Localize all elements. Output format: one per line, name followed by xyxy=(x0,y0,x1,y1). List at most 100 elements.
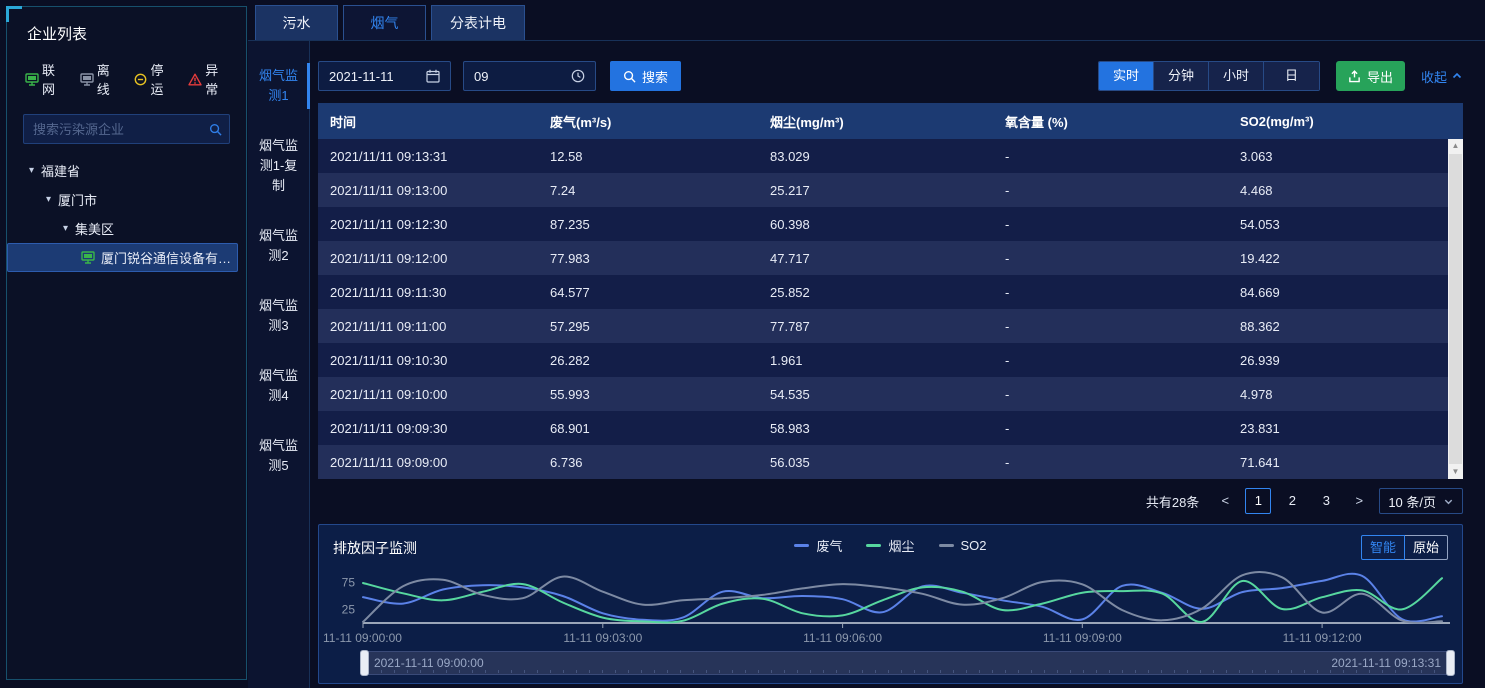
side-tab[interactable]: 烟气监测1 xyxy=(248,51,309,121)
app-window: 企业列表 联网 离线 停运 异常 ▾ 福建省 ▾ 厦门市 ▾ 集美区 厦门锐谷通… xyxy=(0,0,1485,688)
caret-down-icon[interactable]: ▾ xyxy=(29,165,34,176)
scrollbar-thumb[interactable] xyxy=(1449,154,1462,464)
caret-down-icon[interactable]: ▾ xyxy=(63,223,68,234)
pause-circle-icon xyxy=(134,73,147,86)
range-button[interactable]: 实时 xyxy=(1099,62,1154,90)
main-content: 2021-11-11 09 搜索 实时分钟小时日 导出 收起 xyxy=(318,48,1463,684)
chart-legend-item[interactable]: 废气 xyxy=(794,536,842,555)
legend-label: 废气 xyxy=(816,536,842,555)
next-page-button[interactable]: > xyxy=(1347,488,1371,514)
search-input[interactable] xyxy=(33,122,209,137)
page-number[interactable]: 2 xyxy=(1279,488,1305,514)
search-button[interactable]: 搜索 xyxy=(610,61,681,91)
table-cell: 25.217 xyxy=(758,183,993,198)
table-cell: - xyxy=(993,387,1228,402)
table-row[interactable]: 2021/11/11 09:10:0055.99354.535-4.978 xyxy=(318,377,1448,411)
range-button[interactable]: 日 xyxy=(1264,62,1319,90)
chart-header: 排放因子监测 废气 烟尘 SO2 智能原始 xyxy=(319,525,1462,559)
side-tab[interactable]: 烟气监测4 xyxy=(248,351,309,421)
time-picker[interactable]: 09 xyxy=(463,61,596,91)
page-number[interactable]: 3 xyxy=(1313,488,1339,514)
page-size-value: 10 条/页 xyxy=(1388,492,1436,511)
table-cell: 54.053 xyxy=(1228,217,1448,232)
legend-label: 烟尘 xyxy=(888,536,914,555)
date-picker[interactable]: 2021-11-11 xyxy=(318,61,451,91)
tree-node[interactable]: ▾ 集美区 xyxy=(7,214,246,243)
table-cell: 77.787 xyxy=(758,319,993,334)
tree-node[interactable]: 厦门锐谷通信设备有限... xyxy=(7,243,238,272)
table-row[interactable]: 2021/11/11 09:10:3026.2821.961-26.939 xyxy=(318,343,1448,377)
range-button[interactable]: 分钟 xyxy=(1154,62,1209,90)
table-cell: 4.978 xyxy=(1228,387,1448,402)
y-axis-tick: 75 xyxy=(342,576,356,590)
chart-legend-item[interactable]: 烟尘 xyxy=(866,536,914,555)
range-button[interactable]: 小时 xyxy=(1209,62,1264,90)
tree-node-label: 集美区 xyxy=(75,219,114,238)
slider-left-handle[interactable] xyxy=(360,650,369,676)
query-toolbar: 2021-11-11 09 搜索 实时分钟小时日 导出 收起 xyxy=(318,60,1463,92)
chart-mode-button[interactable]: 智能 xyxy=(1361,535,1405,560)
page-number[interactable]: 1 xyxy=(1245,488,1271,514)
chevron-down-icon xyxy=(1443,496,1454,507)
collapse-link[interactable]: 收起 xyxy=(1421,67,1463,86)
table-cell: 58.983 xyxy=(758,421,993,436)
export-button[interactable]: 导出 xyxy=(1336,61,1405,91)
table-row[interactable]: 2021/11/11 09:11:0057.29577.787-88.362 xyxy=(318,309,1448,343)
status-legend-item: 离线 xyxy=(80,60,120,98)
table-row[interactable]: 2021/11/11 09:12:0077.98347.717-19.422 xyxy=(318,241,1448,275)
table-cell: 3.063 xyxy=(1228,149,1448,164)
side-tab[interactable]: 烟气监测5 xyxy=(248,421,309,491)
table-cell: 47.717 xyxy=(758,251,993,266)
status-legend-item: 停运 xyxy=(134,60,173,98)
time-range-slider[interactable]: 2021-11-11 09:00:00 2021-11-11 09:13:31 xyxy=(363,651,1452,675)
table-row[interactable]: 2021/11/11 09:09:3068.90158.983-23.831 xyxy=(318,411,1448,445)
side-tab[interactable]: 烟气监测1-复制 xyxy=(248,121,309,211)
scroll-up-icon[interactable]: ▲ xyxy=(1452,139,1460,153)
table-cell: 2021/11/11 09:12:30 xyxy=(318,217,538,232)
search-icon[interactable] xyxy=(209,123,222,136)
table-row[interactable]: 2021/11/11 09:12:3087.23560.398-54.053 xyxy=(318,207,1448,241)
table-row[interactable]: 2021/11/11 09:13:3112.5883.029-3.063 xyxy=(318,139,1448,173)
tree-node[interactable]: ▾ 福建省 xyxy=(7,156,246,185)
prev-page-button[interactable]: < xyxy=(1213,488,1237,514)
export-icon xyxy=(1348,70,1361,83)
table-cell: - xyxy=(993,319,1228,334)
time-range-group: 实时分钟小时日 xyxy=(1098,61,1320,91)
pagination: 共有28条 <123 >10 条/页 xyxy=(318,485,1463,517)
table-cell: - xyxy=(993,421,1228,436)
top-tab[interactable]: 分表计电 xyxy=(431,5,525,40)
page-size-select[interactable]: 10 条/页 xyxy=(1379,488,1463,514)
legend-line-icon xyxy=(939,544,954,547)
table-cell: 2021/11/11 09:12:00 xyxy=(318,251,538,266)
chart-legend-item[interactable]: SO2 xyxy=(939,536,987,555)
top-tab[interactable]: 烟气 xyxy=(343,5,426,40)
monitor-subtabs: 烟气监测1烟气监测1-复制烟气监测2烟气监测3烟气监测4烟气监测5 xyxy=(248,41,310,688)
top-tab[interactable]: 污水 xyxy=(255,5,338,40)
table-row[interactable]: 2021/11/11 09:09:006.73656.035-71.641 xyxy=(318,445,1448,479)
slider-right-handle[interactable] xyxy=(1446,650,1455,676)
search-box[interactable] xyxy=(23,114,230,144)
table-cell: 54.535 xyxy=(758,387,993,402)
chart-mode-button[interactable]: 原始 xyxy=(1405,535,1448,560)
table-row[interactable]: 2021/11/11 09:13:007.2425.217-4.468 xyxy=(318,173,1448,207)
side-tab[interactable]: 烟气监测3 xyxy=(248,281,309,351)
table-cell: 2021/11/11 09:13:31 xyxy=(318,149,538,164)
table-cell: 2021/11/11 09:09:00 xyxy=(318,455,538,470)
caret-down-icon[interactable]: ▾ xyxy=(46,194,51,205)
toolbar-right: 实时分钟小时日 导出 收起 xyxy=(1098,61,1463,91)
search-icon xyxy=(623,70,636,83)
table-cell: 19.422 xyxy=(1228,251,1448,266)
scroll-down-icon[interactable]: ▼ xyxy=(1452,465,1460,479)
table-scrollbar[interactable]: ▲ ▼ xyxy=(1448,139,1463,479)
table-cell: 77.983 xyxy=(538,251,758,266)
slider-selected-range[interactable] xyxy=(368,652,1447,674)
side-tab[interactable]: 烟气监测2 xyxy=(248,211,309,281)
pagination-total: 共有28条 xyxy=(1146,492,1199,511)
enterprise-sidebar: 企业列表 联网 离线 停运 异常 ▾ 福建省 ▾ 厦门市 ▾ 集美区 厦门锐谷通… xyxy=(6,6,247,680)
sidebar-title: 企业列表 xyxy=(7,7,246,50)
table-header: 时间废气(m³/s)烟尘(mg/m³)氧含量 (%)SO2(mg/m³) xyxy=(318,103,1463,139)
table-row[interactable]: 2021/11/11 09:11:3064.57725.852-84.669 xyxy=(318,275,1448,309)
tree-node[interactable]: ▾ 厦门市 xyxy=(7,185,246,214)
table-cell: 2021/11/11 09:11:00 xyxy=(318,319,538,334)
x-axis-label: 11-11 09:00:00 xyxy=(323,631,402,645)
